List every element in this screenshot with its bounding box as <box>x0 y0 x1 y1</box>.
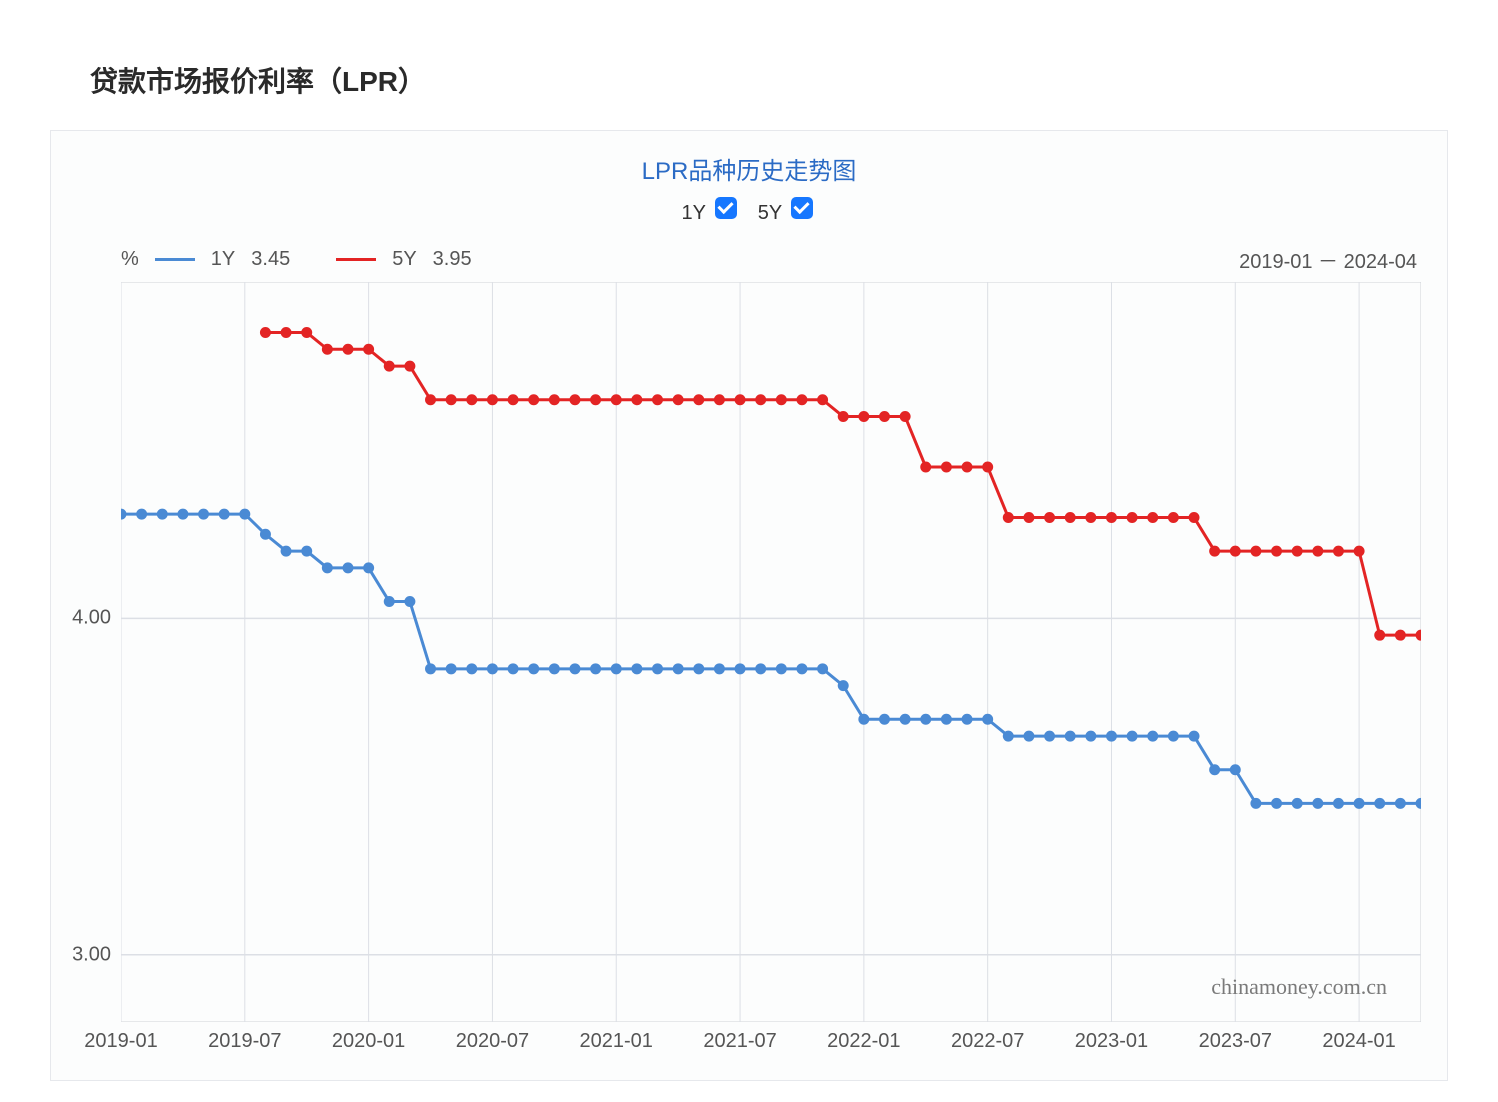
x-tick-label: 2019-01 <box>84 1030 157 1053</box>
chart-subtitle: LPR品种历史走势图 <box>51 151 1447 186</box>
toggle-1y-label: 1Y <box>682 202 746 224</box>
plot-header: % 1Y 3.45 5Y 3.95 2019-01 － 2024-04 <box>51 245 1447 282</box>
x-tick-label: 2022-07 <box>951 1030 1024 1053</box>
y-axis-unit: % <box>121 248 139 271</box>
watermark: chinamoney.com.cn <box>1211 974 1387 1000</box>
x-tick-label: 2020-01 <box>332 1030 405 1053</box>
legend-value-5y: 3.95 <box>433 248 472 271</box>
legend-value-1y: 3.45 <box>251 248 290 271</box>
toggle-5y-label: 5Y <box>758 202 817 224</box>
toggle-5y-checkbox[interactable] <box>791 197 813 219</box>
y-tick-label: 4.00 <box>72 607 111 630</box>
x-tick-label: 2024-01 <box>1322 1030 1395 1053</box>
toggle-1y-checkbox[interactable] <box>715 197 737 219</box>
date-range: 2019-01 － 2024-04 <box>1239 245 1417 274</box>
series-toggle-row: 1Y 5Y <box>51 194 1447 225</box>
legend-swatch-1y <box>155 258 195 261</box>
x-axis-ticks: 2019-012019-072020-012020-072021-012021-… <box>121 1030 1417 1060</box>
x-tick-label: 2021-01 <box>580 1030 653 1053</box>
plot-area: 3.004.00 <box>121 282 1417 1022</box>
page-title: 贷款市场报价利率（LPR） <box>90 60 1448 100</box>
x-tick-label: 2019-07 <box>208 1030 281 1053</box>
x-tick-label: 2023-01 <box>1075 1030 1148 1053</box>
legend-label-1y: 1Y <box>211 248 235 271</box>
x-tick-label: 2021-07 <box>703 1030 776 1053</box>
toggle-1y-text: 1Y <box>682 202 706 224</box>
x-tick-label: 2022-01 <box>827 1030 900 1053</box>
line-chart-svg <box>121 282 1421 1022</box>
legend-swatch-5y <box>336 258 376 261</box>
y-tick-label: 3.00 <box>72 943 111 966</box>
toggle-5y-text: 5Y <box>758 202 782 224</box>
legend-label-5y: 5Y <box>392 248 416 271</box>
x-tick-label: 2023-07 <box>1199 1030 1272 1053</box>
chart-body: LPR品种历史走势图 1Y 5Y % 1Y 3.45 5Y 3.95 2019-… <box>50 130 1448 1081</box>
chart-container: 贷款市场报价利率（LPR） LPR品种历史走势图 1Y 5Y % 1Y 3.45… <box>0 0 1498 1101</box>
x-tick-label: 2020-07 <box>456 1030 529 1053</box>
